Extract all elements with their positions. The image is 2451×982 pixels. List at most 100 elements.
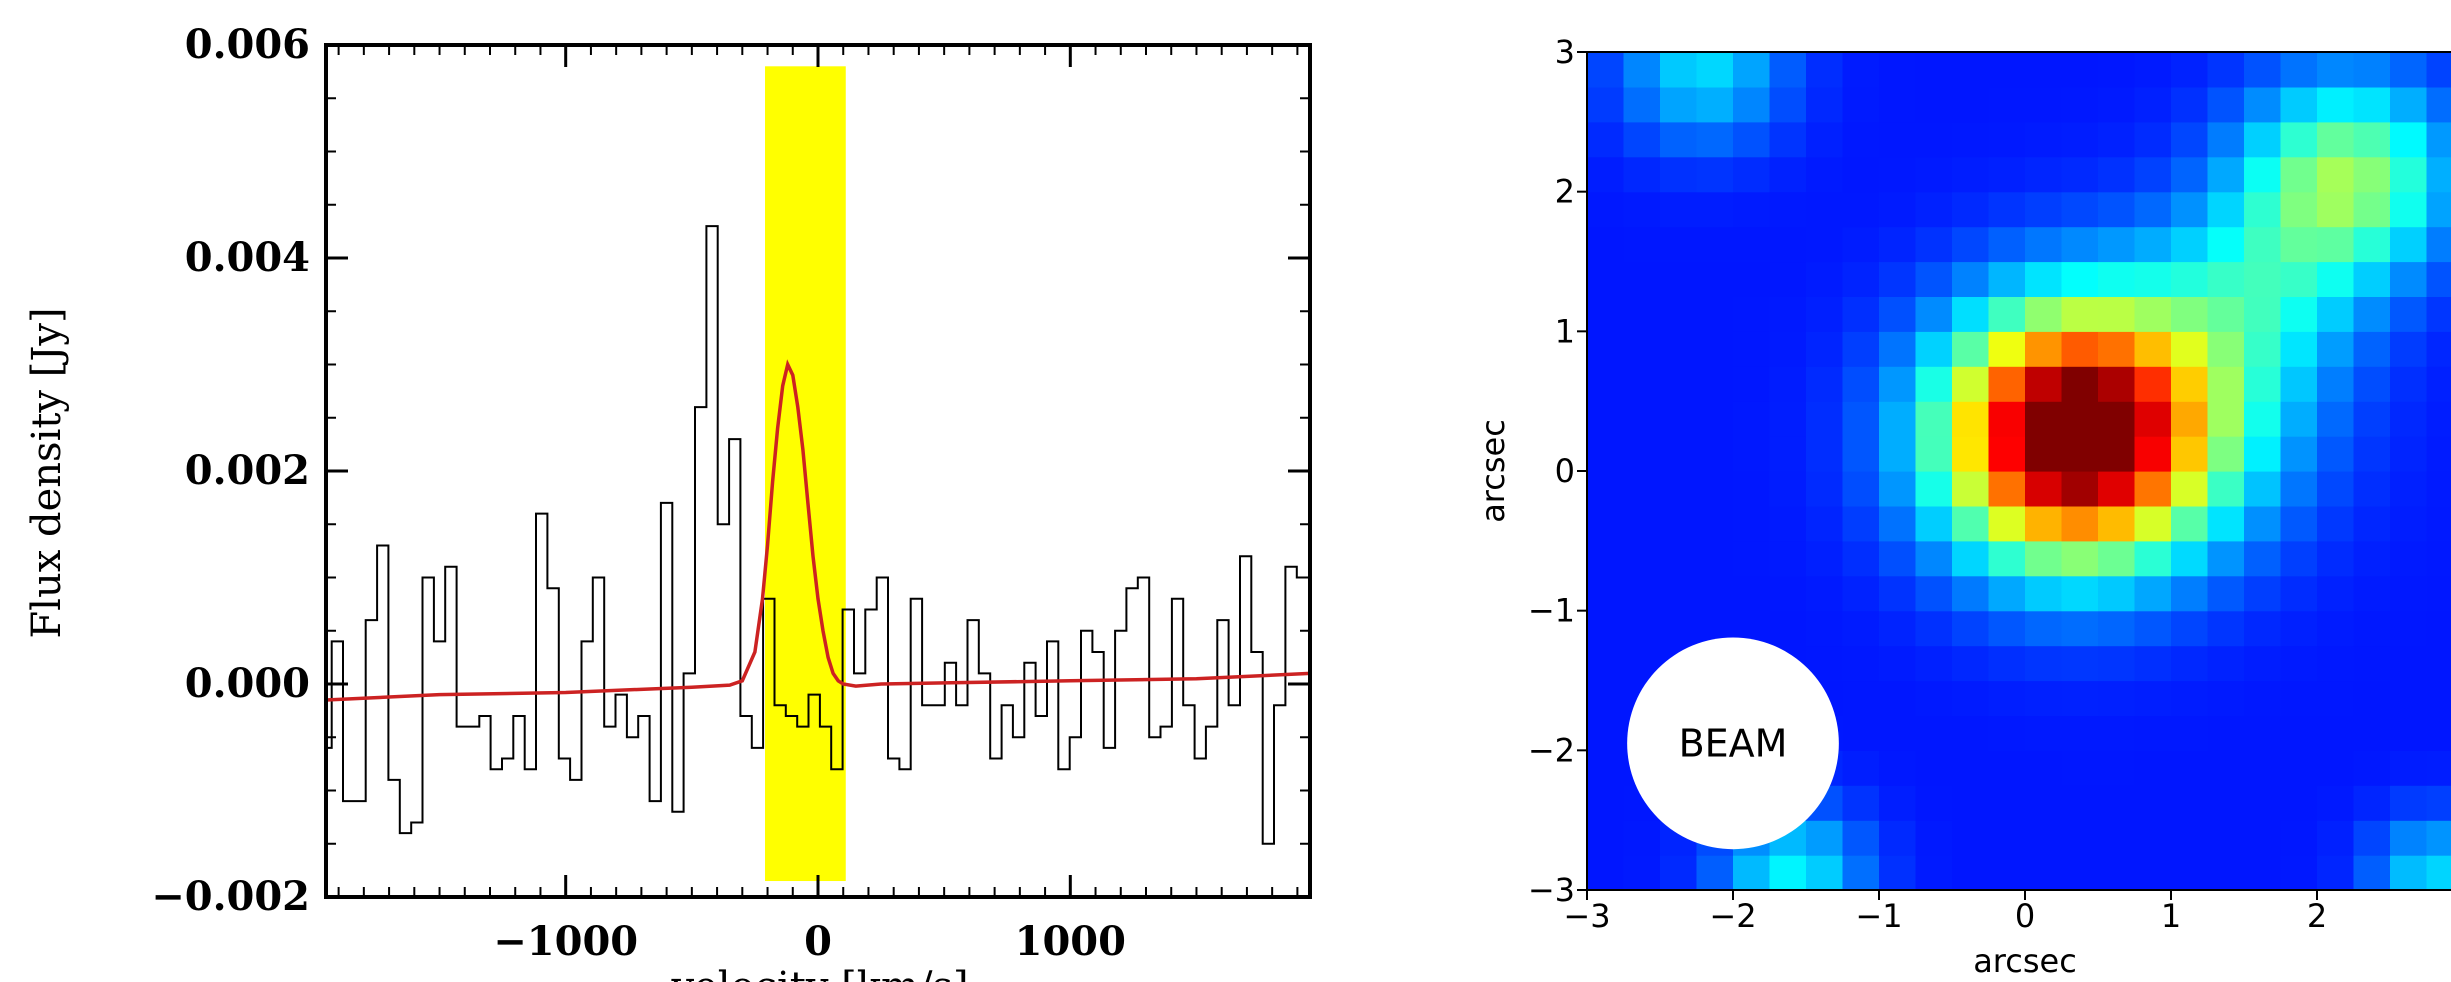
heatmap-cell xyxy=(1660,261,1698,297)
heatmap-cell xyxy=(1915,331,1953,367)
heatmap-cell xyxy=(1952,610,1990,647)
heatmap-cell xyxy=(1915,505,1953,542)
heatmap-cell xyxy=(2171,52,2209,88)
heatmap-cell xyxy=(2317,261,2355,297)
heatmap-cell xyxy=(2171,366,2209,402)
heatmap-cell xyxy=(1915,471,1953,507)
heatmap-cell xyxy=(2025,226,2063,263)
heatmap-cell xyxy=(1915,855,1953,890)
heatmap-cell xyxy=(1806,261,1844,297)
heatmap-cell xyxy=(2061,52,2099,88)
x-tick-label: 1000 xyxy=(1015,918,1126,965)
heatmap-cell xyxy=(2353,505,2391,542)
heatmap-cell xyxy=(2025,261,2063,297)
heatmap-cell xyxy=(1879,750,1917,786)
heatmap-cell xyxy=(1842,645,1880,682)
heatmap-cell xyxy=(1952,471,1990,507)
heatmap-cell xyxy=(1660,86,1698,123)
heatmap-cell xyxy=(1696,191,1734,228)
heatmap-cell xyxy=(1733,436,1771,472)
heatmap-cell xyxy=(2061,401,2099,437)
heatmap-cell xyxy=(1988,52,2026,88)
heatmap-cell xyxy=(1915,820,1953,856)
heatmap-cell xyxy=(2061,855,2099,890)
heatmap-cell xyxy=(2098,471,2136,507)
heatmap-cell xyxy=(2098,226,2136,263)
heatmap-cell xyxy=(2280,52,2318,88)
heatmap-cell xyxy=(2134,785,2172,821)
heatmap-cell xyxy=(1915,715,1953,751)
heatmap-cell xyxy=(1587,121,1625,158)
heatmap-cell xyxy=(1915,401,1953,437)
heatmap-cell xyxy=(1587,505,1625,542)
heatmap-cell xyxy=(1915,366,1953,402)
heatmap-cell xyxy=(2134,750,2172,786)
heatmap-cell xyxy=(2353,121,2391,158)
heatmap-cell xyxy=(2098,86,2136,123)
heatmap-cell xyxy=(1915,540,1953,577)
heatmap-cell xyxy=(2025,471,2063,507)
heatmap-cell xyxy=(2280,156,2318,193)
heatmap-cell xyxy=(1587,331,1625,367)
heatmap-cell xyxy=(2426,855,2451,890)
heatmap-cell xyxy=(2317,331,2355,367)
heatmap-cell xyxy=(1952,401,1990,437)
heatmap-cell xyxy=(2353,575,2391,612)
heatmap-cell xyxy=(2426,86,2451,123)
heatmap-cell xyxy=(2390,296,2428,332)
heatmap-cell xyxy=(2426,785,2451,821)
heatmap-cell xyxy=(2390,645,2428,682)
heatmap-cell xyxy=(2426,366,2451,402)
map-panel: BEAM −3 −2 −1 0 1 2 −3 −2 −1 0 1 2 3 arcsec arcsec xyxy=(1474,33,2451,980)
heatmap-cell xyxy=(2280,436,2318,472)
heatmap-cell xyxy=(2207,750,2245,786)
heatmap-cell xyxy=(2098,820,2136,856)
heatmap-cell xyxy=(2280,121,2318,158)
heatmap-cell xyxy=(1842,156,1880,193)
heatmap-cell xyxy=(2171,261,2209,297)
heatmap-cell xyxy=(1988,645,2026,682)
heatmap-cell xyxy=(2134,436,2172,472)
heatmap-cell xyxy=(2390,855,2428,890)
heatmap-cell xyxy=(1952,785,1990,821)
heatmap-cell xyxy=(1806,86,1844,123)
heatmap-cell xyxy=(1988,296,2026,332)
heatmap-cell xyxy=(1842,226,1880,263)
map-y-tick-label: −1 xyxy=(1528,592,1575,630)
heatmap-cell xyxy=(2353,680,2391,716)
heatmap-cell xyxy=(1952,261,1990,297)
heatmap-cell xyxy=(1915,156,1953,193)
heatmap-cell xyxy=(1587,86,1625,123)
heatmap-cell xyxy=(2317,855,2355,890)
heatmap-cell xyxy=(2353,820,2391,856)
heatmap-cell xyxy=(2426,575,2451,612)
heatmap-cell xyxy=(1623,855,1661,890)
heatmap-cell xyxy=(1952,86,1990,123)
heatmap-cell xyxy=(1806,401,1844,437)
heatmap-cell xyxy=(2061,86,2099,123)
heatmap-cell xyxy=(1769,610,1807,647)
heatmap-cell xyxy=(2098,121,2136,158)
heatmap-cell xyxy=(2098,505,2136,542)
heatmap-cell xyxy=(1623,331,1661,367)
heatmap-cell xyxy=(2207,471,2245,507)
heatmap-cell xyxy=(1733,855,1771,890)
heatmap-cell xyxy=(2426,191,2451,228)
heatmap-cell xyxy=(1660,156,1698,193)
heatmap-cell xyxy=(1915,645,1953,682)
heatmap-cell xyxy=(2207,121,2245,158)
map-y-tick-label: 3 xyxy=(1555,33,1575,71)
heatmap-cell xyxy=(2426,820,2451,856)
heatmap-cell xyxy=(2134,366,2172,402)
heatmap-cell xyxy=(1915,226,1953,263)
heatmap-cell xyxy=(1733,261,1771,297)
map-x-tick-label: 2 xyxy=(2307,897,2327,935)
heatmap-cell xyxy=(1733,575,1771,612)
heatmap-cell xyxy=(1842,505,1880,542)
heatmap-cell xyxy=(2244,715,2282,751)
heatmap-cell xyxy=(2280,575,2318,612)
heatmap-cell xyxy=(2134,575,2172,612)
map-x-tick-label: −3 xyxy=(1563,897,1610,935)
heatmap-cell xyxy=(2134,331,2172,367)
heatmap-cell xyxy=(2390,820,2428,856)
